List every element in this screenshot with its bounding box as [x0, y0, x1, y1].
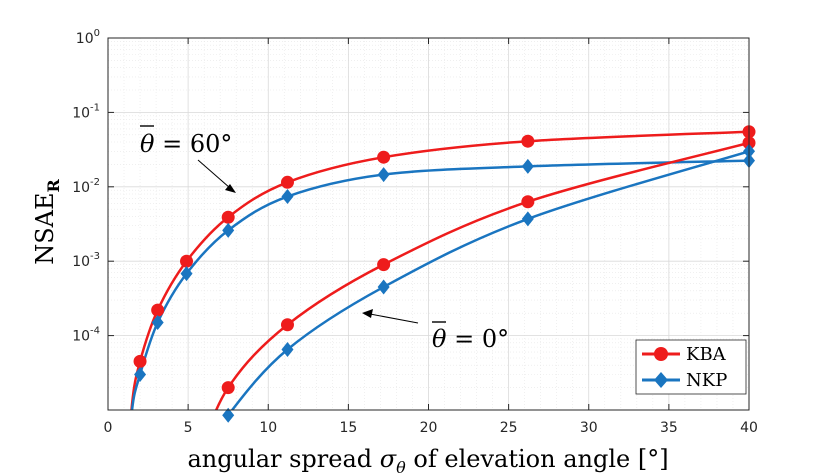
data-point-kba	[221, 210, 235, 224]
x-tick-label: 35	[660, 420, 678, 436]
data-point-nkp	[377, 167, 390, 183]
x-axis-label: angular spread σθ of elevation angle [°]	[187, 445, 668, 475]
y-tick-label: 10-2	[72, 177, 100, 196]
marker-layer	[133, 125, 756, 423]
tick-marks	[107, 37, 750, 410]
data-point-nkp	[134, 367, 147, 383]
annotation-arrow-0	[369, 313, 419, 324]
data-point-kba	[280, 318, 294, 332]
data-point-nkp	[281, 189, 294, 205]
arrow-head-icon	[362, 309, 373, 318]
svg-text:NKP: NKP	[686, 370, 727, 391]
data-point-kba	[151, 303, 165, 317]
y-tick-label: 10-4	[72, 326, 100, 345]
data-point-kba	[180, 254, 194, 268]
arrow-head-icon	[225, 184, 236, 193]
data-point-nkp	[281, 342, 294, 358]
y-tick-label: 10-3	[72, 251, 100, 270]
y-tick-labels: 10-4 10-3 10-2 10-1 100	[72, 28, 100, 345]
data-point-nkp	[222, 407, 235, 423]
data-point-nkp	[521, 158, 534, 174]
data-point-nkp	[377, 279, 390, 295]
x-tick-label: 20	[420, 420, 438, 436]
annotation-theta-0: θ = 0°	[362, 309, 509, 353]
svg-text:θ = 60°: θ = 60°	[140, 130, 232, 158]
data-point-nkp	[222, 222, 235, 238]
y-tick-label: 10-1	[72, 102, 100, 121]
y-tick-label: 100	[76, 28, 100, 47]
annotation-theta-60: θ = 60°	[140, 125, 236, 193]
x-tick-label: 15	[339, 420, 357, 436]
legend: KBA NKP	[635, 339, 747, 395]
svg-text:KBA: KBA	[686, 344, 727, 365]
data-point-kba	[280, 175, 294, 189]
y-axis-label: NSAER	[31, 179, 63, 265]
data-point-nkp	[521, 211, 534, 227]
x-tick-label: 40	[740, 420, 758, 436]
data-point-nkp	[151, 314, 164, 330]
data-point-kba	[377, 150, 391, 164]
data-point-kba	[377, 258, 391, 272]
legend-item-nkp: NKP	[642, 370, 727, 391]
legend-item-kba: KBA	[642, 344, 727, 365]
x-tick-labels: 0 5 10 15 20 25 30 35 40	[104, 420, 758, 436]
x-tick-label: 25	[500, 420, 518, 436]
data-point-nkp	[180, 266, 193, 282]
data-point-kba	[133, 354, 147, 368]
legend-box	[635, 339, 747, 395]
x-tick-label: 0	[104, 420, 113, 436]
x-tick-label: 5	[184, 420, 193, 436]
x-tick-label: 30	[580, 420, 598, 436]
svg-text:θ = 0°: θ = 0°	[432, 325, 509, 353]
data-point-kba	[521, 195, 535, 209]
legend-circle-marker	[654, 347, 668, 361]
annotation-arrow-60	[197, 159, 231, 189]
legend-diamond-marker	[654, 372, 668, 388]
data-point-kba	[521, 134, 535, 148]
x-tick-label: 10	[259, 420, 277, 436]
data-point-kba	[221, 381, 235, 395]
